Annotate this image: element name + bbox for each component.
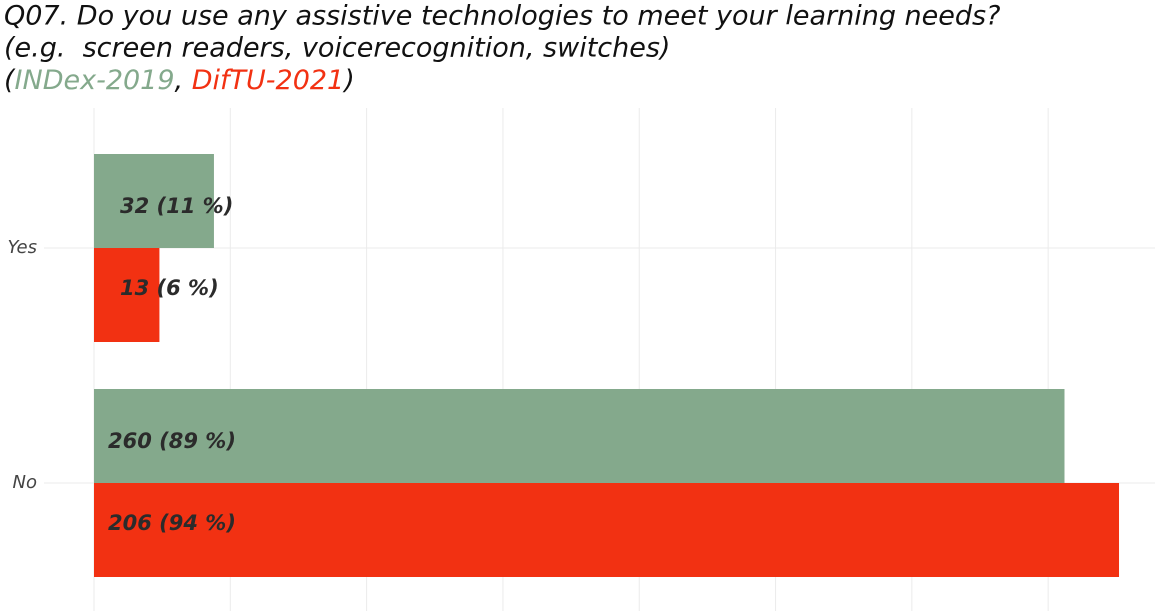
legend-entry: DifTU-2021 bbox=[192, 65, 345, 96]
value-label: 260 (89 %) bbox=[108, 429, 236, 453]
bar bbox=[94, 483, 1120, 577]
value-label: 32 (11 %) bbox=[120, 194, 233, 218]
bar bbox=[94, 248, 160, 342]
legend-punct: ( bbox=[4, 65, 16, 96]
bar bbox=[94, 389, 1065, 483]
y-tick-label: No bbox=[13, 472, 37, 493]
value-label: 206 (94 %) bbox=[108, 511, 236, 535]
legend-punct: ) bbox=[342, 65, 355, 96]
y-tick-label: Yes bbox=[8, 237, 37, 258]
legend: (INDex-2019, DifTU-2021) bbox=[4, 65, 355, 96]
value-label: 13 (6 %) bbox=[120, 276, 219, 300]
chart-title: Q07. Do you use any assistive technologi… bbox=[4, 1, 1000, 32]
bar bbox=[94, 154, 214, 248]
legend-punct: , bbox=[175, 65, 192, 96]
legend-entry: INDex-2019 bbox=[15, 65, 175, 96]
chart-subtitle: (e.g. screen readers, voicerecognition, … bbox=[4, 33, 670, 64]
